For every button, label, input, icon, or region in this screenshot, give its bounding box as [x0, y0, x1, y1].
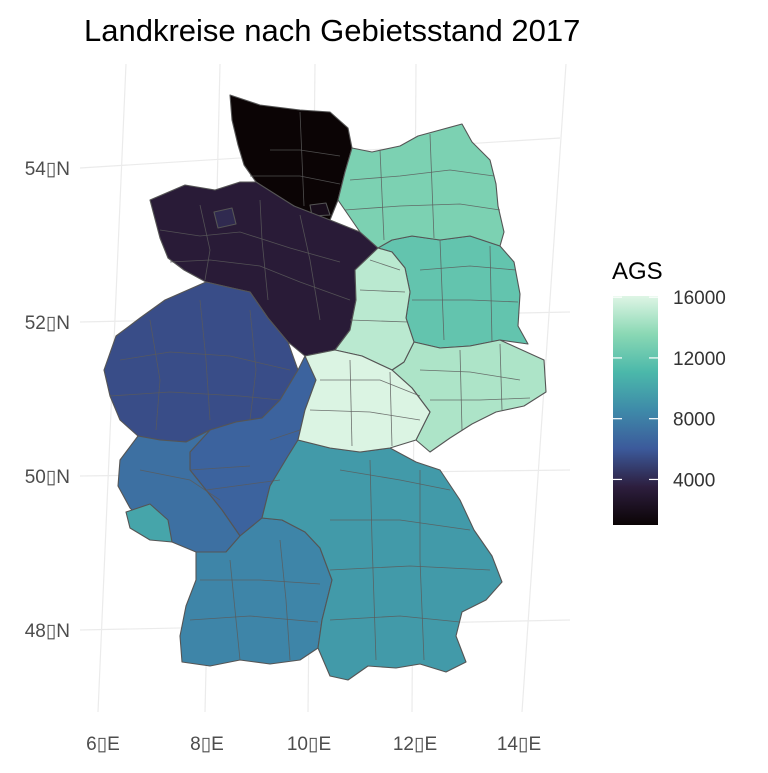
district-border	[159, 229, 341, 263]
district-border	[459, 349, 463, 431]
district-border	[329, 615, 461, 623]
district-border	[439, 239, 445, 341]
district-border	[499, 343, 503, 411]
district-border	[189, 615, 319, 623]
x-tick-label: 14▯E	[497, 734, 541, 755]
district-border	[344, 203, 501, 211]
y-tick-label: 52▯N	[25, 313, 70, 334]
state-regions	[103, 94, 547, 681]
district-border	[419, 470, 425, 661]
district-border	[250, 175, 341, 185]
district-border	[349, 319, 409, 323]
y-axis-ticks: 48▯N 50▯N 52▯N 54▯N	[25, 159, 70, 642]
legend: AGS 4000 8000 12000 16000	[612, 258, 726, 525]
district-border	[139, 469, 221, 501]
district-border	[119, 351, 291, 371]
district-border	[330, 519, 471, 531]
y-tick-label: 48▯N	[25, 621, 70, 642]
district-border	[249, 309, 257, 421]
district-border	[329, 565, 491, 571]
legend-colorbar	[613, 296, 658, 525]
district-border	[412, 299, 519, 303]
district-border	[379, 149, 385, 241]
state-region	[337, 123, 505, 249]
district-border	[359, 289, 406, 293]
district-border	[279, 539, 291, 661]
district-border	[429, 133, 435, 239]
legend-tick-label: 12000	[673, 349, 726, 370]
district-border	[349, 169, 495, 181]
legend-tick-label: 8000	[673, 410, 715, 431]
district-border	[149, 319, 161, 431]
district-border	[109, 391, 281, 401]
district-border	[270, 149, 341, 157]
district-border	[259, 199, 269, 301]
district-border	[199, 204, 211, 281]
y-tick-label: 54▯N	[25, 159, 70, 180]
district-border	[200, 579, 321, 585]
state-region	[125, 503, 173, 543]
x-tick-label: 6▯E	[86, 734, 120, 755]
chart-title: Landkreise nach Gebietsstand 2017	[84, 13, 580, 48]
district-border	[419, 265, 517, 271]
district-border	[389, 371, 393, 447]
x-tick-label: 12▯E	[393, 734, 437, 755]
legend-tick-label: 16000	[673, 288, 726, 309]
legend-tick-label: 4000	[673, 470, 715, 491]
district-border	[269, 429, 301, 441]
district-border	[369, 459, 377, 661]
x-tick-label: 10▯E	[287, 734, 331, 755]
district-border	[349, 359, 353, 447]
state-region	[213, 207, 237, 229]
district-border	[419, 369, 521, 381]
district-border	[299, 214, 321, 321]
district-border	[189, 465, 251, 471]
district-border	[229, 559, 241, 661]
district-border	[489, 245, 493, 343]
district-border	[199, 299, 211, 421]
x-tick-label: 8▯E	[190, 734, 224, 755]
legend-ticks: 4000 8000 12000 16000	[613, 288, 726, 491]
state-region	[297, 349, 431, 453]
district-border	[169, 259, 351, 301]
state-region	[334, 247, 415, 371]
legend-title: AGS	[612, 258, 663, 285]
y-tick-label: 50▯N	[25, 467, 70, 488]
x-axis-ticks: 6▯E 8▯E 10▯E 12▯E 14▯E	[86, 734, 541, 755]
district-borders	[109, 111, 531, 661]
district-border	[299, 111, 305, 207]
district-border	[205, 479, 281, 491]
district-border	[309, 409, 421, 421]
district-border	[369, 259, 401, 271]
district-border	[339, 469, 451, 491]
district-border	[430, 397, 531, 401]
district-border	[320, 379, 421, 397]
